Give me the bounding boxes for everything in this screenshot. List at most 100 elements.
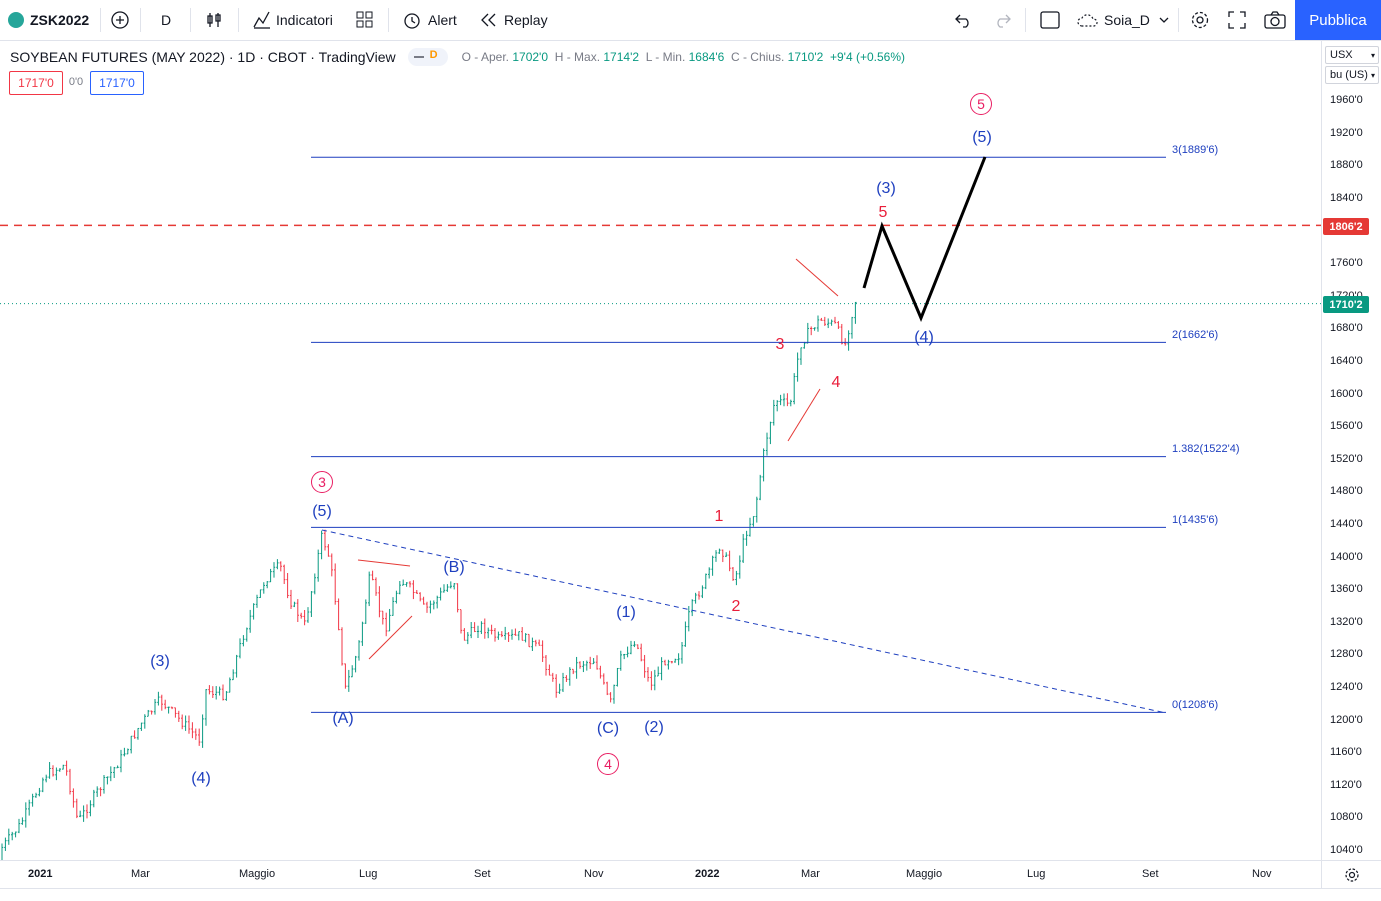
wave-label: (B) (443, 559, 465, 576)
replay-label: Replay (504, 12, 548, 28)
last-price-tag: 1710'2 (1323, 296, 1369, 313)
symbol-name: ZSK2022 (30, 12, 90, 28)
price-tick: 1840'0 (1330, 192, 1363, 204)
cloud-icon (1077, 14, 1098, 27)
top-toolbar: ZSK2022 D Indicatori Alert Replay Soia_D (0, 0, 1381, 41)
chevron-down-icon: ▾ (1370, 50, 1375, 60)
chart-type-button[interactable] (204, 0, 224, 40)
fullscreen-button[interactable] (1228, 0, 1246, 40)
change-value: +9'4 (+0.56%) (830, 50, 906, 64)
price-tick: 1120'0 (1330, 779, 1362, 791)
red-drawings[interactable] (357, 258, 839, 660)
triangle-line[interactable] (795, 258, 839, 297)
price-tick: 1600'0 (1330, 388, 1363, 400)
price-tick: 1240'0 (1330, 681, 1363, 693)
time-tick: Maggio (239, 868, 276, 880)
wave-circle-label: 5 (970, 93, 992, 115)
interval-button[interactable]: D (161, 0, 171, 40)
unit-select[interactable]: bu (US) ▾ (1325, 66, 1379, 84)
price-tick: 1400'0 (1330, 551, 1363, 563)
grid-icon (356, 11, 373, 28)
buy-price-button[interactable]: 1717'0 (90, 71, 144, 95)
fib-label: 0(1208'6) (1172, 699, 1219, 711)
sell-price-button[interactable]: 1717'0 (9, 71, 63, 95)
price-tick: 1520'0 (1330, 453, 1363, 465)
templates-button[interactable] (356, 0, 374, 40)
replay-button[interactable]: Replay (480, 0, 548, 40)
price-tick: 1480'0 (1330, 485, 1363, 497)
layout-name-button[interactable]: Soia_D (1076, 0, 1170, 40)
wave-label: (1) (616, 604, 636, 621)
wave-circle-label: 3 (311, 471, 333, 493)
time-tick: Lug (1027, 868, 1046, 880)
screenshot-button[interactable] (1264, 0, 1286, 40)
wave-label: (5) (972, 129, 992, 146)
time-axis[interactable]: 2021 Mar Maggio Lug Set Nov 2022 Mar Mag… (0, 860, 1321, 889)
bottom-panel-edge (0, 888, 1381, 901)
redo-button[interactable] (993, 0, 1011, 40)
market-status-pill[interactable]: D (407, 48, 448, 66)
indicators-label: Indicatori (276, 12, 333, 28)
chevron-down-icon: ▾ (1370, 70, 1375, 80)
rewind-icon (481, 13, 496, 27)
price-tick: 1360'0 (1330, 583, 1363, 595)
publish-button[interactable]: Pubblica (1295, 0, 1381, 40)
wave-label: (2) (644, 719, 664, 736)
triangle-line[interactable] (357, 559, 411, 567)
layout-name: Soia_D (1104, 12, 1150, 28)
wave-label: 2 (731, 598, 741, 615)
indicators-button[interactable]: Indicatori (252, 0, 333, 40)
wave-label: (3) (876, 180, 896, 197)
interval-label: D (161, 12, 172, 28)
delayed-badge: D (429, 49, 438, 61)
fib-label: 2(1662'6) (1172, 329, 1219, 341)
symbol-title: SOYBEAN FUTURES (MAY 2022) · 1D · CBOT ·… (10, 49, 396, 65)
layout-select-button[interactable] (1040, 0, 1060, 40)
axis-settings-button[interactable] (1321, 860, 1381, 889)
price-axis[interactable] (1321, 40, 1381, 860)
wave-label: 4 (831, 374, 841, 391)
symbol-search-button[interactable]: ZSK2022 (8, 0, 89, 40)
resistance-price: 1806'2 (1329, 220, 1363, 233)
alert-button[interactable]: Alert (402, 0, 457, 40)
price-tick: 1440'0 (1330, 518, 1363, 530)
close-value: 1710'2 (787, 50, 824, 64)
wave-circle-text: 4 (597, 753, 619, 775)
ask-value: 1717'0 (99, 76, 135, 90)
price-tick: 1040'0 (1330, 844, 1363, 856)
price-tick: 1280'0 (1330, 648, 1363, 660)
price-tick: 1920'0 (1330, 127, 1363, 139)
candles-series (1, 301, 857, 860)
candles-icon (207, 13, 221, 27)
price-tick: 1960'0 (1330, 94, 1363, 106)
projection-path[interactable] (862, 156, 987, 322)
close-label: C - Chius. (730, 50, 785, 64)
compare-add-button[interactable] (110, 0, 130, 40)
price-tick: 1880'0 (1330, 159, 1363, 171)
price-tick: 1320'0 (1330, 616, 1363, 628)
undo-button[interactable] (955, 0, 973, 40)
fib-label: 1.382(1522'4) (1172, 443, 1240, 455)
high-label: H - Max. (554, 50, 601, 64)
wave-label: (5) (312, 503, 332, 520)
time-tick: 2021 (28, 868, 53, 880)
plus-circle-icon (111, 11, 129, 29)
time-tick: Maggio (906, 868, 943, 880)
chart-legend: SOYBEAN FUTURES (MAY 2022) · 1D · CBOT ·… (10, 48, 905, 66)
open-label: O - Aper. (461, 50, 509, 64)
settings-button[interactable] (1190, 0, 1210, 40)
time-tick: Mar (801, 868, 820, 880)
currency-label: USX (1330, 49, 1353, 61)
price-tick: 1200'0 (1330, 714, 1363, 726)
triangle-line[interactable] (787, 388, 821, 442)
triangle-line[interactable] (368, 615, 413, 660)
dashed-trendline[interactable] (321, 529, 1167, 714)
price-tick: 1560'0 (1330, 420, 1363, 432)
time-tick: Nov (584, 868, 604, 880)
currency-select[interactable]: USX ▾ (1325, 46, 1379, 64)
spread-value: 0'0 (66, 71, 86, 93)
price-chart[interactable] (0, 40, 1321, 860)
wave-label: 3 (775, 336, 785, 353)
wave-label: (4) (191, 770, 211, 787)
alarm-clock-icon (404, 13, 420, 29)
